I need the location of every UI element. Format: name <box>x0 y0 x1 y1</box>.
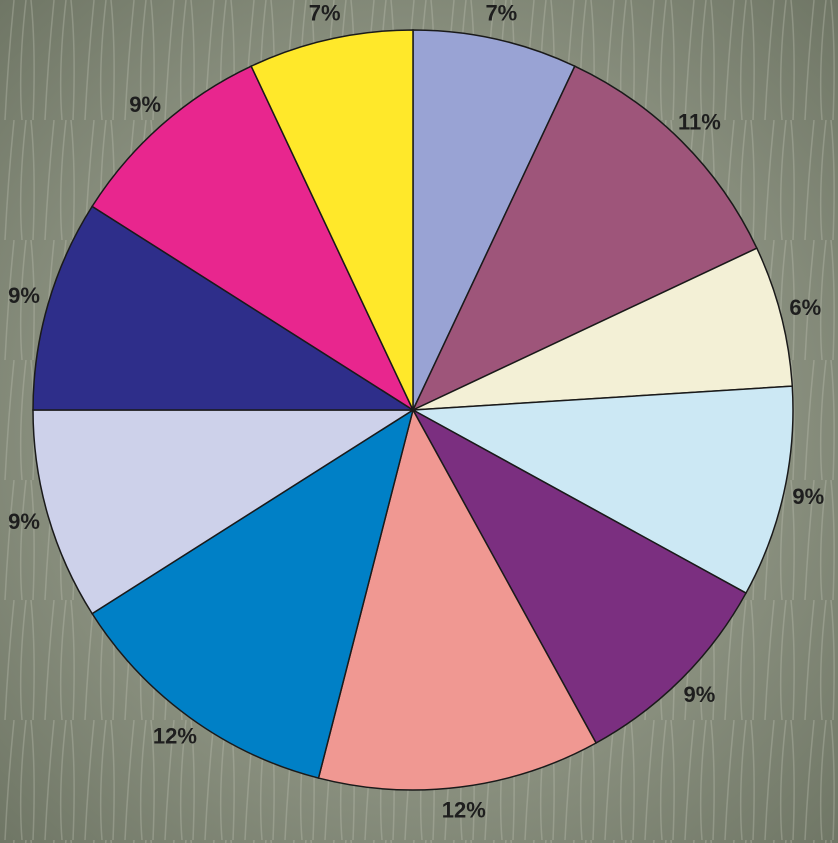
pie-slice <box>91 65 415 413</box>
data-label: 11% <box>678 109 721 134</box>
pie-slice <box>32 409 416 615</box>
pie-slice <box>411 65 758 412</box>
pie-slice <box>250 29 414 411</box>
pie-slice <box>317 407 598 791</box>
data-label: 9% <box>129 92 161 117</box>
pie-slice <box>412 247 794 411</box>
data-label: 9% <box>8 509 40 534</box>
data-label: 12% <box>442 798 486 823</box>
data-label: 6% <box>789 295 821 320</box>
data-label: 7% <box>309 1 341 26</box>
data-label: 9% <box>8 283 40 308</box>
pie-slice <box>412 29 576 411</box>
pie-slice <box>410 385 794 595</box>
data-label: 7% <box>485 1 517 26</box>
data-label: 12% <box>153 723 197 748</box>
pie-slice <box>91 408 415 779</box>
data-label: 9% <box>683 682 715 707</box>
pie-slice <box>32 205 416 411</box>
pie-slice <box>411 408 748 745</box>
data-label: 9% <box>792 484 824 509</box>
